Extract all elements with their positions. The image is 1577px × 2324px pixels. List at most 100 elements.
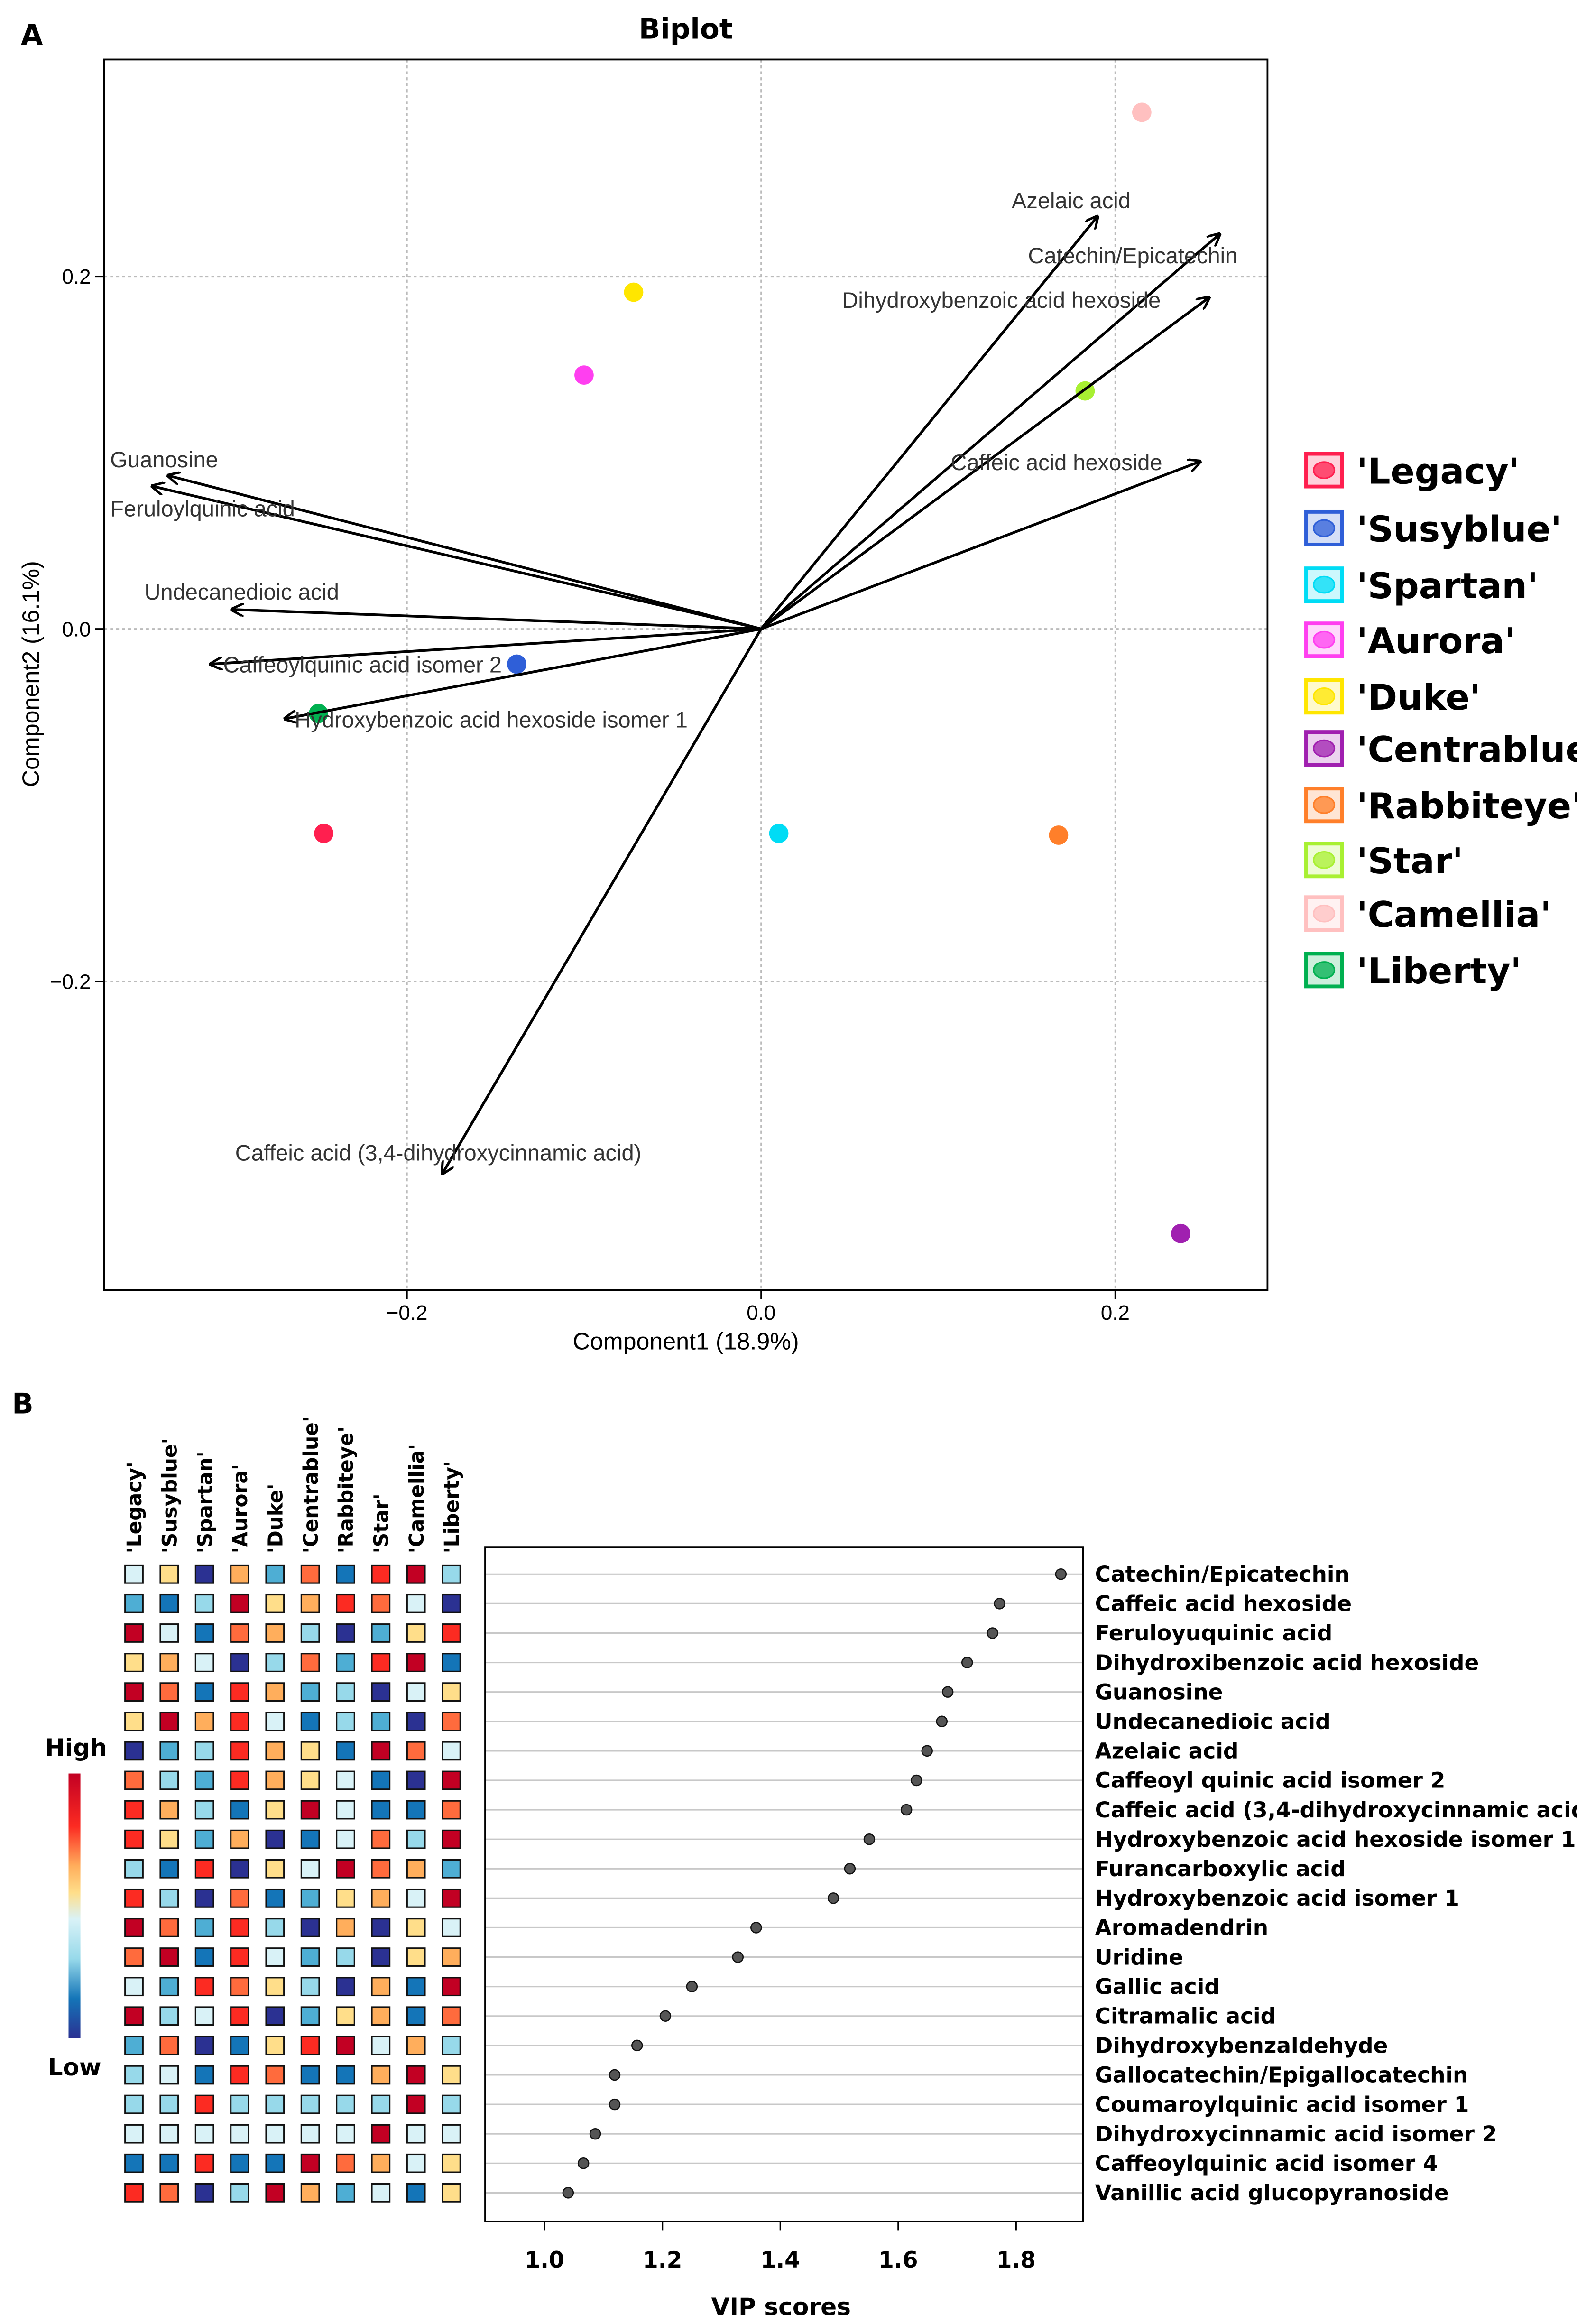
heatmap-cell [124, 1977, 144, 1997]
heatmap-cell [194, 1682, 214, 1702]
heatmap-cell [124, 1712, 144, 1731]
heatmap-cell [265, 1947, 285, 1967]
compound-label: Hydroxybenzoic acid isomer 1 [1095, 1886, 1459, 1911]
heatmap-cell [194, 1918, 214, 1937]
x-tick-label: 0.2 [1101, 1301, 1130, 1324]
heatmap-cell [442, 2094, 461, 2114]
heatmap-cell [230, 1800, 249, 1820]
heatmap-cell [230, 2183, 249, 2203]
heatmap-cell [406, 1800, 426, 1820]
compound-label: Caffeic acid hexoside [1095, 1591, 1352, 1616]
vip-point [900, 1804, 913, 1816]
y-tick-label: 0.2 [62, 265, 91, 288]
heatmap-cell [194, 2065, 214, 2085]
heatmap-cell [159, 1947, 179, 1967]
heatmap-cell [442, 2183, 461, 2203]
loading-arrow [760, 216, 1097, 630]
vip-frame [484, 1546, 1084, 2222]
compound-label: Dihydroxycinnamic acid isomer 2 [1095, 2121, 1497, 2147]
heatmap-cell [159, 1859, 179, 1879]
heatmap-cell [159, 2183, 179, 2203]
heatmap-cell [265, 1859, 285, 1879]
loading-label: Caffeoylquinic acid isomer 2 [223, 652, 502, 677]
heatmap-cell [124, 2036, 144, 2055]
vip-plot: Catechin/Epicatechin Caffeic acid hexosid… [484, 1546, 1577, 2321]
heatmap-cell [442, 1829, 461, 1849]
heatmap-cell [124, 1800, 144, 1820]
heatmap-cell [265, 2153, 285, 2173]
legend-marker [1313, 739, 1336, 758]
heatmap-cell [371, 1741, 391, 1761]
heatmap-cell [371, 2153, 391, 2173]
heatmap-cell [265, 1712, 285, 1731]
heatmap-cell [159, 1829, 179, 1849]
heatmap-cell [194, 1623, 214, 1643]
legend-item: 'Centrablue' [1304, 729, 1577, 770]
heatmap-cell [194, 2094, 214, 2114]
heatmap-cell [406, 1977, 426, 1997]
heatmap-cell [194, 1564, 214, 1584]
heatmap-cell [336, 1653, 355, 1672]
scale-high-label: High [45, 1733, 107, 1761]
score-point [769, 824, 789, 843]
heatmap-cell [442, 1859, 461, 1879]
heatmap-cell [124, 1564, 144, 1584]
heatmap-cell [194, 1977, 214, 1997]
chart-title: Biplot [639, 13, 733, 46]
heatmap-cell [442, 1564, 461, 1584]
heatmap-cell [371, 2124, 391, 2144]
panel-label-a: A [21, 19, 43, 52]
loading-label: Hydroxybenzoic acid hexoside isomer 1 [295, 707, 688, 732]
legend-marker [1313, 687, 1336, 705]
heatmap-cell [159, 2124, 179, 2144]
heatmap-cell [265, 1741, 285, 1761]
heatmap-cell [371, 1947, 391, 1967]
vip-point [844, 1863, 856, 1875]
heatmap-cell [194, 2153, 214, 2173]
loading-arrow [168, 475, 762, 630]
vip-point [659, 2010, 672, 2022]
heatmap-cell [406, 1829, 426, 1849]
heatmap-cell [371, 1977, 391, 1997]
heatmap-cell [336, 2065, 355, 2085]
legend-label: 'Rabbiteye' [1357, 785, 1577, 827]
heatmap-cell [406, 1623, 426, 1643]
heatmap-cell [124, 1682, 144, 1702]
heatmap-cell [371, 1712, 391, 1731]
legend-marker [1313, 904, 1336, 923]
heatmap-cell [442, 2124, 461, 2144]
heatmap-cell [194, 1829, 214, 1849]
heatmap-cell [371, 2094, 391, 2114]
heatmap-cell [336, 1682, 355, 1702]
compound-label: Dihydroxybenzaldehyde [1095, 2033, 1388, 2058]
heatmap-cell [442, 2036, 461, 2055]
compound-label: Aromadendrin [1095, 1915, 1269, 1940]
loading-arrow [760, 234, 1220, 630]
column-label: 'Duke' [264, 1483, 287, 1553]
legend-marker [1313, 851, 1336, 869]
vip-point [911, 1774, 922, 1787]
vip-point [987, 1627, 998, 1639]
heatmap-cell [230, 2124, 249, 2144]
vip-x-tick-label: 1.2 [643, 2247, 682, 2273]
heatmap-cell [159, 2036, 179, 2055]
heatmap-cell [336, 1770, 355, 1790]
legend-marker [1313, 461, 1336, 479]
heatmap-cell [265, 1888, 285, 1908]
y-tick-label: −0.2 [50, 971, 91, 994]
heatmap-cell [194, 1770, 214, 1790]
vip-x-tick-label: 1.0 [525, 2247, 564, 2273]
heatmap-cell [336, 2006, 355, 2026]
heatmap-cell [230, 1682, 249, 1702]
heatmap-cell [194, 1859, 214, 1879]
heatmap-cell [406, 1593, 426, 1613]
heatmap-cell [300, 2183, 320, 2203]
legend-marker [1313, 519, 1336, 537]
heatmap-cell [300, 1741, 320, 1761]
heatmap: 'Legacy' 'Susyblue' 'Spartan' 'Aurora' 'Duke… [45, 1416, 463, 2203]
heatmap-cell [265, 2065, 285, 2085]
heatmap-cell [406, 1859, 426, 1879]
heatmap-cell [124, 1653, 144, 1672]
heatmap-cell [124, 1623, 144, 1643]
heatmap-cell [230, 1888, 249, 1908]
